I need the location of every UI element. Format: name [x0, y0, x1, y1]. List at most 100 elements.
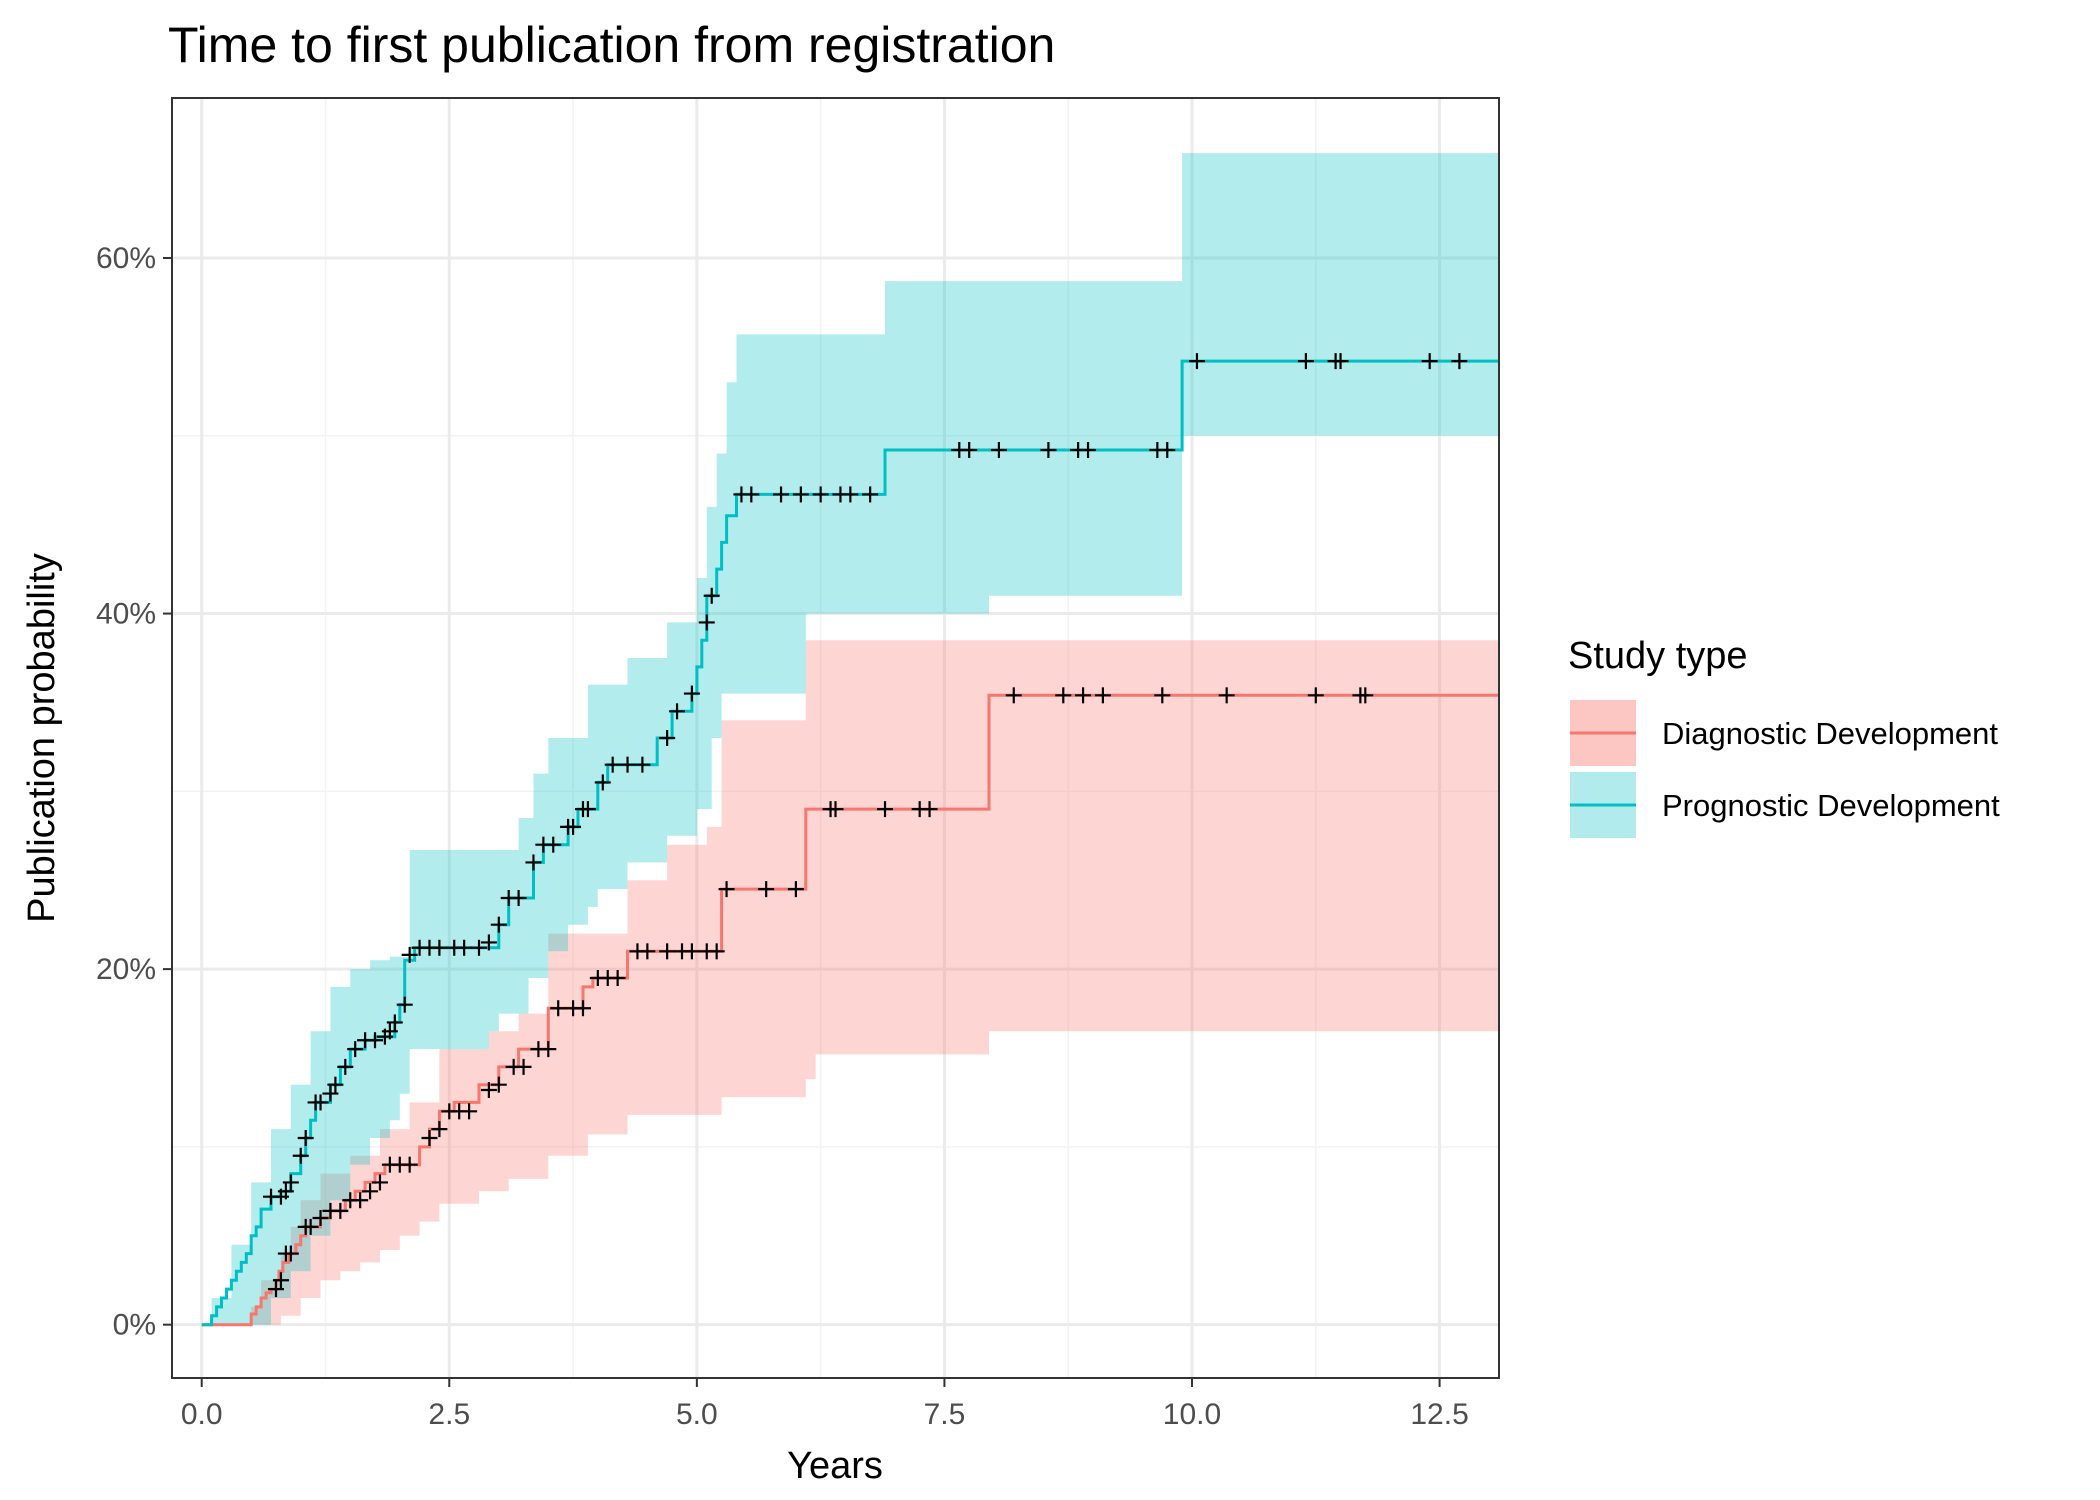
censor-mark-prognostic: [282, 1174, 299, 1191]
censor-mark-prognostic: [990, 442, 1007, 458]
censor-mark-prognostic: [480, 934, 497, 951]
censor-mark-prognostic: [510, 890, 527, 906]
censor-mark-prognostic: [456, 939, 473, 956]
censor-mark-diagnostic: [1075, 687, 1092, 704]
censor-mark-prognostic: [396, 996, 413, 1013]
censor-mark-prognostic: [401, 946, 418, 963]
censor-mark-diagnostic: [921, 801, 938, 818]
y-axis: 0% 20% 40% 60%: [96, 242, 172, 1342]
censor-mark-diagnostic: [267, 1281, 284, 1298]
y-tick-label: 60%: [96, 242, 156, 275]
censor-mark-diagnostic: [401, 1156, 418, 1173]
censor-mark-prognostic: [1451, 353, 1468, 370]
censor-mark-diagnostic: [1218, 687, 1235, 704]
y-tick-label: 0%: [113, 1309, 156, 1342]
censor-mark-prognostic: [619, 756, 636, 773]
censor-mark-diagnostic: [352, 1192, 369, 1209]
censor-mark-diagnostic: [787, 881, 804, 898]
grid-minor: [172, 98, 1499, 1378]
censor-mark-prognostic: [297, 1130, 314, 1146]
censor-mark-prognostic: [337, 1058, 354, 1075]
censor-mark-prognostic: [961, 442, 978, 458]
x-tick-label: 2.5: [428, 1398, 470, 1431]
censor-mark-prognostic: [322, 1085, 339, 1102]
censor-mark-prognostic: [292, 1147, 309, 1164]
censor-mark-prognostic: [367, 1032, 384, 1049]
censor-mark-prognostic: [431, 939, 448, 956]
censor-mark-diagnostic: [609, 970, 626, 986]
censor-mark-prognostic: [1159, 442, 1176, 458]
y-tick-label: 40%: [96, 598, 156, 631]
censor-mark-prognostic: [698, 614, 715, 631]
censor-mark-prognostic: [1188, 353, 1205, 370]
censor-mark-diagnostic: [302, 1218, 319, 1235]
censor-mark-diagnostic: [515, 1058, 532, 1075]
censor-mark-prognostic: [381, 1023, 398, 1040]
censor-mark-prognostic: [683, 685, 700, 702]
censor-mark-prognostic: [347, 1041, 364, 1058]
x-tick-label: 10.0: [1163, 1398, 1221, 1431]
censor-mark-prognostic: [773, 486, 790, 503]
censor-mark-diagnostic: [332, 1202, 349, 1219]
y-tick-label: 20%: [96, 953, 156, 986]
censor-mark-diagnostic: [639, 943, 656, 960]
censor-mark-diagnostic: [708, 943, 725, 960]
legend-label-diagnostic: Diagnostic Development: [1662, 716, 1998, 751]
censor-mark-diagnostic: [421, 1130, 438, 1146]
censor-mark-prognostic: [490, 916, 507, 933]
censor-mark-diagnostic: [574, 1000, 591, 1017]
censor-marks: [263, 353, 1468, 1298]
x-tick-label: 7.5: [924, 1398, 966, 1431]
censor-mark-diagnostic: [312, 1210, 329, 1226]
censor-mark-prognostic: [842, 486, 859, 503]
censor-mark-diagnostic: [282, 1245, 299, 1262]
x-tick-label: 12.5: [1410, 1398, 1468, 1431]
censor-mark-prognostic: [703, 587, 720, 604]
censor-mark-diagnostic: [877, 801, 894, 818]
censor-mark-diagnostic: [1357, 687, 1374, 704]
censor-mark-diagnostic: [758, 881, 775, 898]
censor-mark-diagnostic: [718, 881, 735, 898]
censor-mark-prognostic: [659, 730, 676, 746]
censor-mark-diagnostic: [362, 1183, 379, 1200]
censor-mark-diagnostic: [431, 1121, 448, 1138]
censor-mark-prognostic: [1040, 442, 1057, 458]
legend-label-prognostic: Prognostic Development: [1662, 788, 2000, 823]
censor-mark-diagnostic: [1094, 687, 1111, 704]
censor-mark-prognostic: [1080, 442, 1097, 458]
censor-mark-diagnostic: [540, 1041, 557, 1058]
plot-panel: [171, 97, 1500, 1379]
censor-mark-diagnostic: [480, 1082, 497, 1098]
censor-mark-prognostic: [386, 1014, 403, 1031]
x-axis-title: Years: [787, 1445, 883, 1487]
legend: Study type Diagnostic Development Progno…: [1568, 635, 2000, 838]
censor-mark-diagnostic: [490, 1076, 507, 1093]
censor-mark-prognostic: [862, 486, 879, 503]
censor-mark-diagnostic: [659, 943, 676, 960]
x-tick-label: 5.0: [676, 1398, 718, 1431]
censor-mark-diagnostic: [371, 1174, 388, 1191]
censor-mark-prognostic: [594, 774, 611, 791]
censor-mark-diagnostic: [272, 1272, 289, 1289]
x-axis: 0.0 2.5 5.0 7.5 10.0 12.5: [181, 1378, 1469, 1431]
censor-mark-prognostic: [277, 1183, 294, 1200]
censor-mark-diagnostic: [1154, 687, 1171, 704]
confidence-bands: [201, 153, 1500, 1325]
y-axis-title: Publication probability: [21, 553, 63, 923]
censor-mark-prognostic: [525, 854, 542, 871]
plot-border: [171, 97, 1500, 1379]
censor-mark-diagnostic: [550, 1000, 567, 1017]
censor-mark-prognostic: [634, 756, 651, 773]
censor-mark-diagnostic: [827, 801, 844, 818]
censor-mark-prognostic: [812, 486, 829, 503]
censor-mark-diagnostic: [1055, 687, 1072, 704]
x-tick-label: 0.0: [181, 1398, 223, 1431]
censor-mark-prognostic: [669, 703, 686, 720]
censor-mark-prognostic: [565, 818, 582, 835]
censor-mark-diagnostic: [1307, 687, 1324, 704]
confidence-band-prognostic: [201, 153, 1500, 1325]
chart-title: Time to first publication from registrat…: [168, 17, 1055, 73]
censor-mark-prognostic: [327, 1076, 344, 1093]
censor-mark-prognostic: [545, 836, 562, 853]
